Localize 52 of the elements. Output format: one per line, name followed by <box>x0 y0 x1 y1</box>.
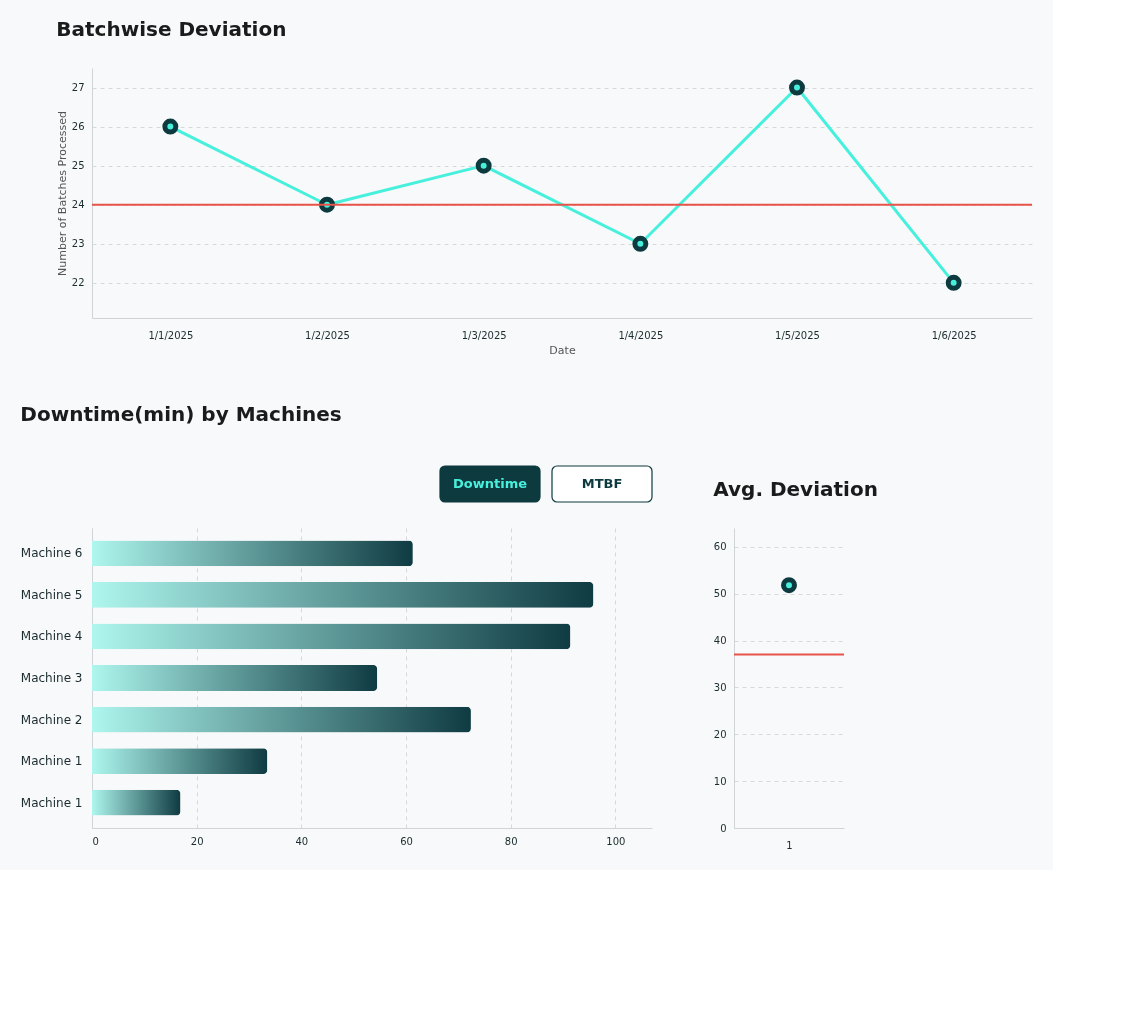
text: Downtime <box>452 476 528 491</box>
x-tick-label: 40 <box>295 835 309 847</box>
y-tick-label: 30 <box>713 681 727 693</box>
x-tick-label: 1 <box>786 839 793 851</box>
point <box>789 79 805 96</box>
bar <box>92 665 378 691</box>
x-tick-label: 1/2/2025 <box>305 329 350 341</box>
y-tick-label: 60 <box>713 541 727 553</box>
y-tick-label: 27 <box>71 82 85 94</box>
point <box>945 274 962 291</box>
y-tick-label: 24 <box>71 199 85 211</box>
y-tick-label: Machine 6 <box>20 546 83 561</box>
point <box>475 157 492 174</box>
x-tick-label: 1/1/2025 <box>148 329 194 341</box>
y-tick-label: Machine 3 <box>20 671 83 685</box>
x-tick-label: 80 <box>504 835 518 847</box>
y-tick-label: 20 <box>713 728 727 740</box>
x-tick-label: 1/4/2025 <box>618 329 664 341</box>
bar <box>92 706 471 733</box>
y-tick-label: 50 <box>713 588 727 600</box>
y-tick-label: 22 <box>71 277 85 289</box>
chart-title: Downtime(min) by Machines <box>20 402 342 427</box>
x-tick-label: 100 <box>606 835 626 847</box>
point <box>632 235 649 252</box>
y-tick-label: 23 <box>71 238 85 250</box>
bar <box>92 582 594 608</box>
y-tick-label: Machine 5 <box>20 587 83 602</box>
y-axis-title: Number of Batches Processed <box>55 111 69 276</box>
chart-title: Batchwise Deviation <box>56 17 287 41</box>
x-tick-label: 1/5/2025 <box>775 329 820 341</box>
y-tick-label: Machine 2 <box>20 712 83 727</box>
y-tick-label: Machine 1 <box>20 795 83 810</box>
y-tick-label: 26 <box>71 121 85 133</box>
x-tick-label: 1/6/2025 <box>931 329 977 341</box>
y-tick-label: 40 <box>713 635 727 646</box>
x-tick-label: 0 <box>92 835 99 847</box>
y-tick-label: Machine 1 <box>20 754 83 769</box>
x-tick-label: 1/3/2025 <box>461 329 507 341</box>
y-tick-label: 10 <box>713 775 727 787</box>
bar <box>92 623 571 650</box>
bar <box>92 748 268 774</box>
bar <box>92 540 413 567</box>
bar <box>92 789 181 816</box>
x-tick-label: 60 <box>400 835 413 847</box>
chart-title: Avg. Deviation <box>713 477 878 501</box>
x-axis-title: Date <box>549 343 576 357</box>
point <box>162 118 179 135</box>
y-tick-label: 25 <box>71 160 85 172</box>
text: MTBF <box>581 476 623 491</box>
y-tick-label: 0 <box>720 822 727 834</box>
x-tick-label: 20 <box>190 835 204 847</box>
y-tick-label: Machine 4 <box>20 629 83 644</box>
